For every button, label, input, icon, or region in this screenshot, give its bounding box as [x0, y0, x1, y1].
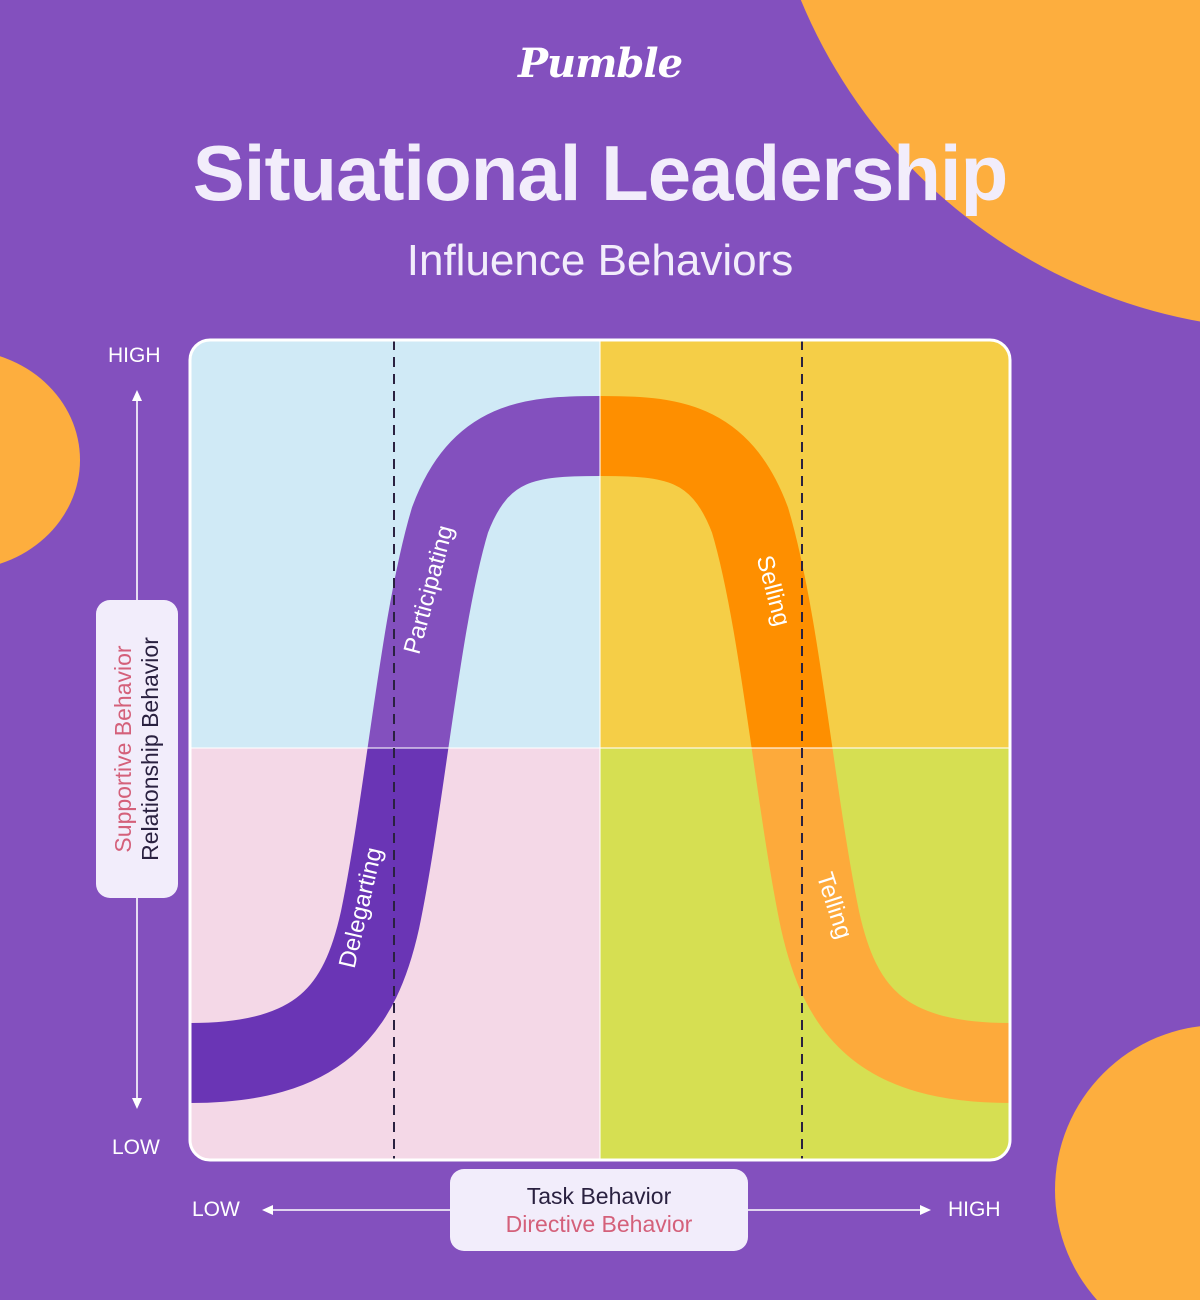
y-axis-title-box	[96, 600, 178, 898]
x-axis-low-label: LOW	[192, 1198, 240, 1221]
plot-border	[188, 338, 1012, 1162]
curve-segment-telling	[600, 748, 1010, 1103]
x-axis-title-box: Task Behavior Directive Behavior	[450, 1169, 748, 1251]
y-axis-title-supportive: Supportive Behavior	[110, 645, 136, 853]
y-axis-title-relationship: Relationship Behavior	[137, 637, 163, 861]
y-axis-title: Supportive Behavior Relationship Behavio…	[110, 637, 164, 861]
y-axis-high-label: HIGH	[108, 344, 161, 367]
y-axis-low-label: LOW	[112, 1136, 160, 1159]
x-axis-arrow	[262, 1205, 931, 1215]
x-axis-title-task: Task Behavior	[526, 1183, 672, 1209]
curve-segment-participating	[190, 396, 600, 748]
curve-segment-delegating	[190, 748, 600, 1103]
page-title: Situational Leadership	[192, 129, 1008, 217]
curve-segment-selling	[600, 396, 1010, 748]
page-subtitle: Influence Behaviors	[406, 236, 794, 285]
x-axis-high-label: HIGH	[948, 1198, 1001, 1221]
x-axis-title-directive: Directive Behavior	[505, 1211, 693, 1237]
pumble-logo: Pumble	[517, 40, 683, 87]
